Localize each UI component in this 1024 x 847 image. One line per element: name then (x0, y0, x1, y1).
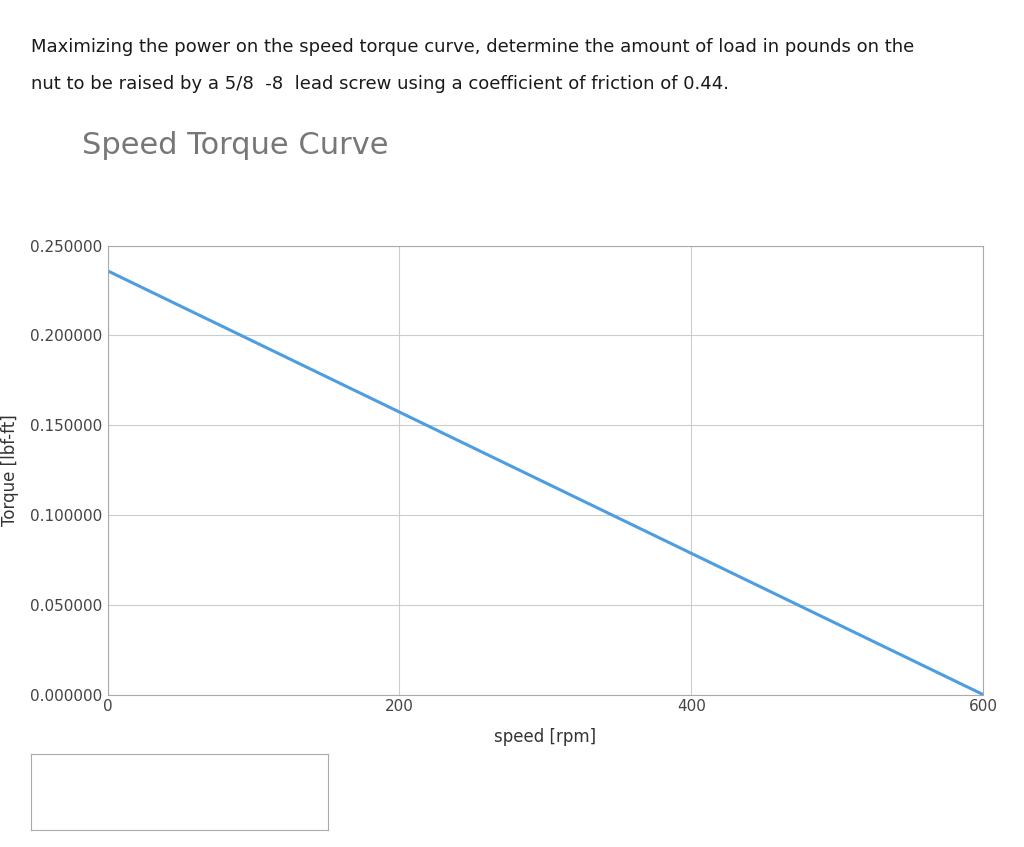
Text: Maximizing the power on the speed torque curve, determine the amount of load in : Maximizing the power on the speed torque… (31, 38, 914, 56)
Text: nut to be raised by a 5/8  -8  lead screw using a coefficient of friction of 0.4: nut to be raised by a 5/8 -8 lead screw … (31, 75, 729, 92)
Text: Speed Torque Curve: Speed Torque Curve (82, 131, 388, 160)
Y-axis label: Torque [lbf-ft]: Torque [lbf-ft] (1, 414, 19, 526)
X-axis label: speed [rpm]: speed [rpm] (495, 728, 596, 746)
